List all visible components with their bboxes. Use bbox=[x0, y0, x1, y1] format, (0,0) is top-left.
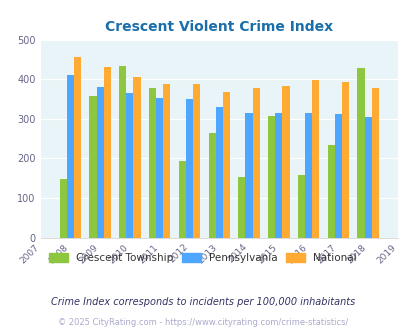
Bar bbox=[96, 87, 103, 238]
Bar bbox=[311, 81, 318, 238]
Bar bbox=[245, 113, 252, 238]
Bar bbox=[222, 92, 229, 238]
Bar bbox=[178, 161, 185, 238]
Bar bbox=[126, 93, 133, 238]
Bar bbox=[133, 77, 140, 238]
Text: © 2025 CityRating.com - https://www.cityrating.com/crime-statistics/: © 2025 CityRating.com - https://www.city… bbox=[58, 318, 347, 327]
Bar bbox=[334, 115, 341, 238]
Title: Crescent Violent Crime Index: Crescent Violent Crime Index bbox=[105, 20, 333, 34]
Bar bbox=[67, 75, 74, 238]
Bar bbox=[215, 107, 222, 238]
Bar bbox=[119, 66, 126, 238]
Bar bbox=[281, 86, 289, 238]
Bar bbox=[156, 98, 163, 238]
Bar bbox=[275, 113, 281, 238]
Bar bbox=[163, 84, 170, 238]
Bar bbox=[208, 133, 215, 238]
Bar bbox=[89, 96, 96, 238]
Bar bbox=[327, 145, 334, 238]
Bar bbox=[192, 84, 200, 238]
Bar bbox=[356, 68, 364, 238]
Bar bbox=[341, 82, 348, 238]
Text: Crime Index corresponds to incidents per 100,000 inhabitants: Crime Index corresponds to incidents per… bbox=[51, 297, 354, 307]
Bar bbox=[74, 57, 81, 238]
Bar bbox=[297, 176, 304, 238]
Bar bbox=[364, 117, 371, 238]
Bar bbox=[238, 177, 245, 238]
Bar bbox=[267, 116, 275, 238]
Bar bbox=[371, 87, 378, 238]
Bar bbox=[304, 113, 311, 238]
Bar bbox=[252, 88, 259, 238]
Bar bbox=[149, 88, 156, 238]
Bar bbox=[185, 99, 192, 238]
Bar bbox=[60, 179, 67, 238]
Bar bbox=[103, 67, 111, 238]
Legend: Crescent Township, Pennsylvania, National: Crescent Township, Pennsylvania, Nationa… bbox=[45, 249, 360, 267]
